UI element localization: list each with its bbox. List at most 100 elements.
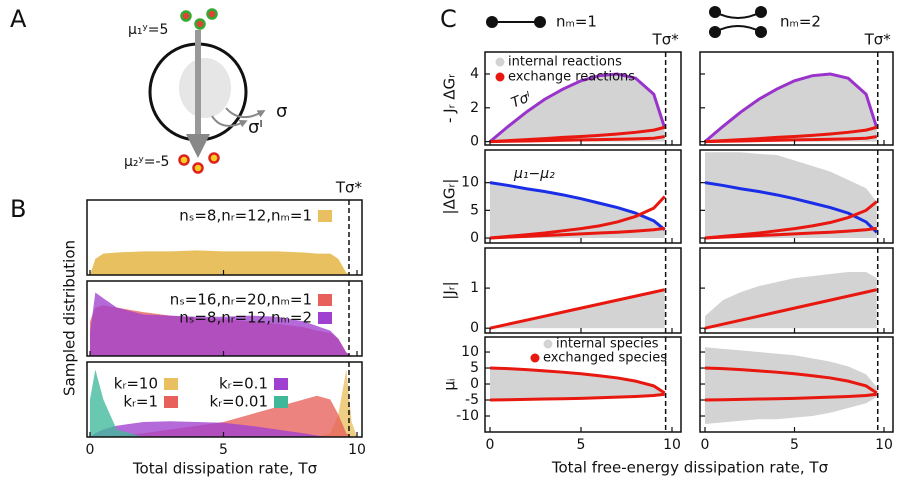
- y-tick-label: 10: [461, 344, 479, 360]
- legend-swatch: [274, 396, 288, 408]
- y-tick-label: -5: [465, 392, 479, 408]
- species-in: [180, 8, 218, 30]
- legend-swatch: [318, 210, 332, 222]
- y-axis-label: μᵢ: [441, 378, 459, 390]
- y-tick-label: 2: [470, 100, 479, 116]
- area: [90, 421, 357, 437]
- sigma: σ: [276, 101, 287, 122]
- header-icons: [486, 6, 767, 38]
- curve: [704, 392, 878, 402]
- legend-swatch: [164, 396, 178, 408]
- scatter-cloud: [490, 183, 665, 239]
- annotation: μ₁−μ₂: [513, 166, 555, 182]
- curve: [489, 135, 665, 144]
- plot-area: [704, 272, 878, 330]
- scatter-cloud: [490, 368, 665, 401]
- y-axis-label: |Jᵣ|: [441, 281, 459, 299]
- curve: [489, 366, 666, 395]
- header: nₘ=1: [556, 13, 597, 31]
- legend-label: internal species: [556, 337, 659, 352]
- x-axis-label: Total free-energy dissipation rate, Tσ: [551, 459, 829, 477]
- legend-label: kᵣ=0.1: [219, 375, 268, 393]
- y-axis-label: |ΔGᵣ|: [441, 179, 459, 215]
- scatter-cloud: [705, 272, 877, 329]
- reference-label: Tσ*: [864, 31, 892, 49]
- x-tick-label: 5: [577, 437, 586, 453]
- panel-label: C: [440, 5, 457, 33]
- plot-area: [489, 366, 666, 402]
- curve: [704, 226, 878, 240]
- x-tick-label: 0: [486, 437, 495, 453]
- x-tick-label: 0: [701, 437, 710, 453]
- legend-swatch: [164, 378, 178, 390]
- frame: [699, 247, 894, 334]
- plot-area: [489, 181, 666, 240]
- x-axis-label: Total dissipation rate, Tσ: [132, 460, 318, 478]
- sigma-internal: σᴵ: [248, 117, 263, 138]
- interior: [179, 58, 231, 118]
- frame: [86, 361, 363, 438]
- x-tick-label: 10: [663, 437, 681, 453]
- reference-label: Tσ*: [652, 31, 680, 49]
- legend-swatch: [318, 312, 332, 324]
- frame: [86, 280, 363, 357]
- frame: [699, 51, 894, 146]
- legend-label: nₛ=16,nᵣ=20,nₘ=1: [170, 291, 312, 309]
- frame: [86, 199, 363, 276]
- curve: [704, 72, 879, 143]
- diagram: μ₁ʸ=5 μ₂ʸ=-5 σ σᴵ: [124, 8, 287, 174]
- y-tick-label: 0: [470, 376, 479, 392]
- legend-marker: [543, 339, 553, 349]
- y-axis-label: - Jᵣ ΔGᵣ: [441, 74, 459, 123]
- scatter-cloud: [705, 152, 877, 239]
- plot-area: [90, 250, 357, 275]
- x-tick-label: 5: [219, 442, 228, 458]
- curve: [489, 288, 666, 330]
- frame: [484, 51, 682, 146]
- frame: [484, 149, 682, 244]
- legend-label: kᵣ=10: [114, 375, 158, 393]
- chemical-potential-out: μ₂ʸ=-5: [124, 154, 169, 170]
- sigma-arrow: [225, 107, 266, 119]
- area: [90, 292, 357, 356]
- curve: [489, 181, 666, 231]
- legend-label: kᵣ=1: [123, 393, 158, 411]
- legend-marker: [495, 57, 505, 67]
- plot-area: [90, 292, 357, 356]
- curve: [704, 366, 878, 395]
- scatter-cloud: [705, 73, 877, 142]
- area: [90, 369, 357, 437]
- legend-swatch: [318, 294, 332, 306]
- y-tick-label: 0: [470, 230, 479, 246]
- y-tick-label: 0: [470, 320, 479, 336]
- frame: [484, 247, 682, 334]
- area: [90, 250, 357, 275]
- legend-swatch: [274, 378, 288, 390]
- curve: [489, 72, 667, 143]
- y-tick-label: -10: [456, 408, 479, 424]
- legend-label: exchange reactions: [508, 70, 635, 85]
- y-tick-label: 1: [470, 280, 479, 296]
- y-tick-label: 5: [470, 202, 479, 218]
- scatter-cloud: [490, 74, 665, 142]
- x-tick-label: 5: [790, 437, 799, 453]
- legend-label: exchanged species: [543, 351, 667, 366]
- legend-label: internal reactions: [508, 55, 622, 70]
- header: nₘ=2: [780, 13, 821, 31]
- x-tick-label: 10: [875, 437, 893, 453]
- legend-marker: [495, 72, 505, 82]
- legend-label: nₛ=8,nᵣ=12,nₘ=1: [179, 207, 312, 225]
- area: [90, 395, 357, 437]
- y-tick-label: 5: [470, 360, 479, 376]
- legend-label: kᵣ=0.01: [209, 393, 268, 411]
- x-tick-label: 0: [86, 442, 95, 458]
- plot-area: [489, 72, 667, 144]
- legend-marker: [530, 353, 540, 363]
- x-tick-label: 10: [348, 442, 366, 458]
- plot-area: [489, 288, 666, 330]
- curve: [704, 288, 878, 330]
- plot-area: [704, 347, 878, 425]
- reference-label: Tσ*: [335, 179, 363, 197]
- species-out: [178, 152, 220, 174]
